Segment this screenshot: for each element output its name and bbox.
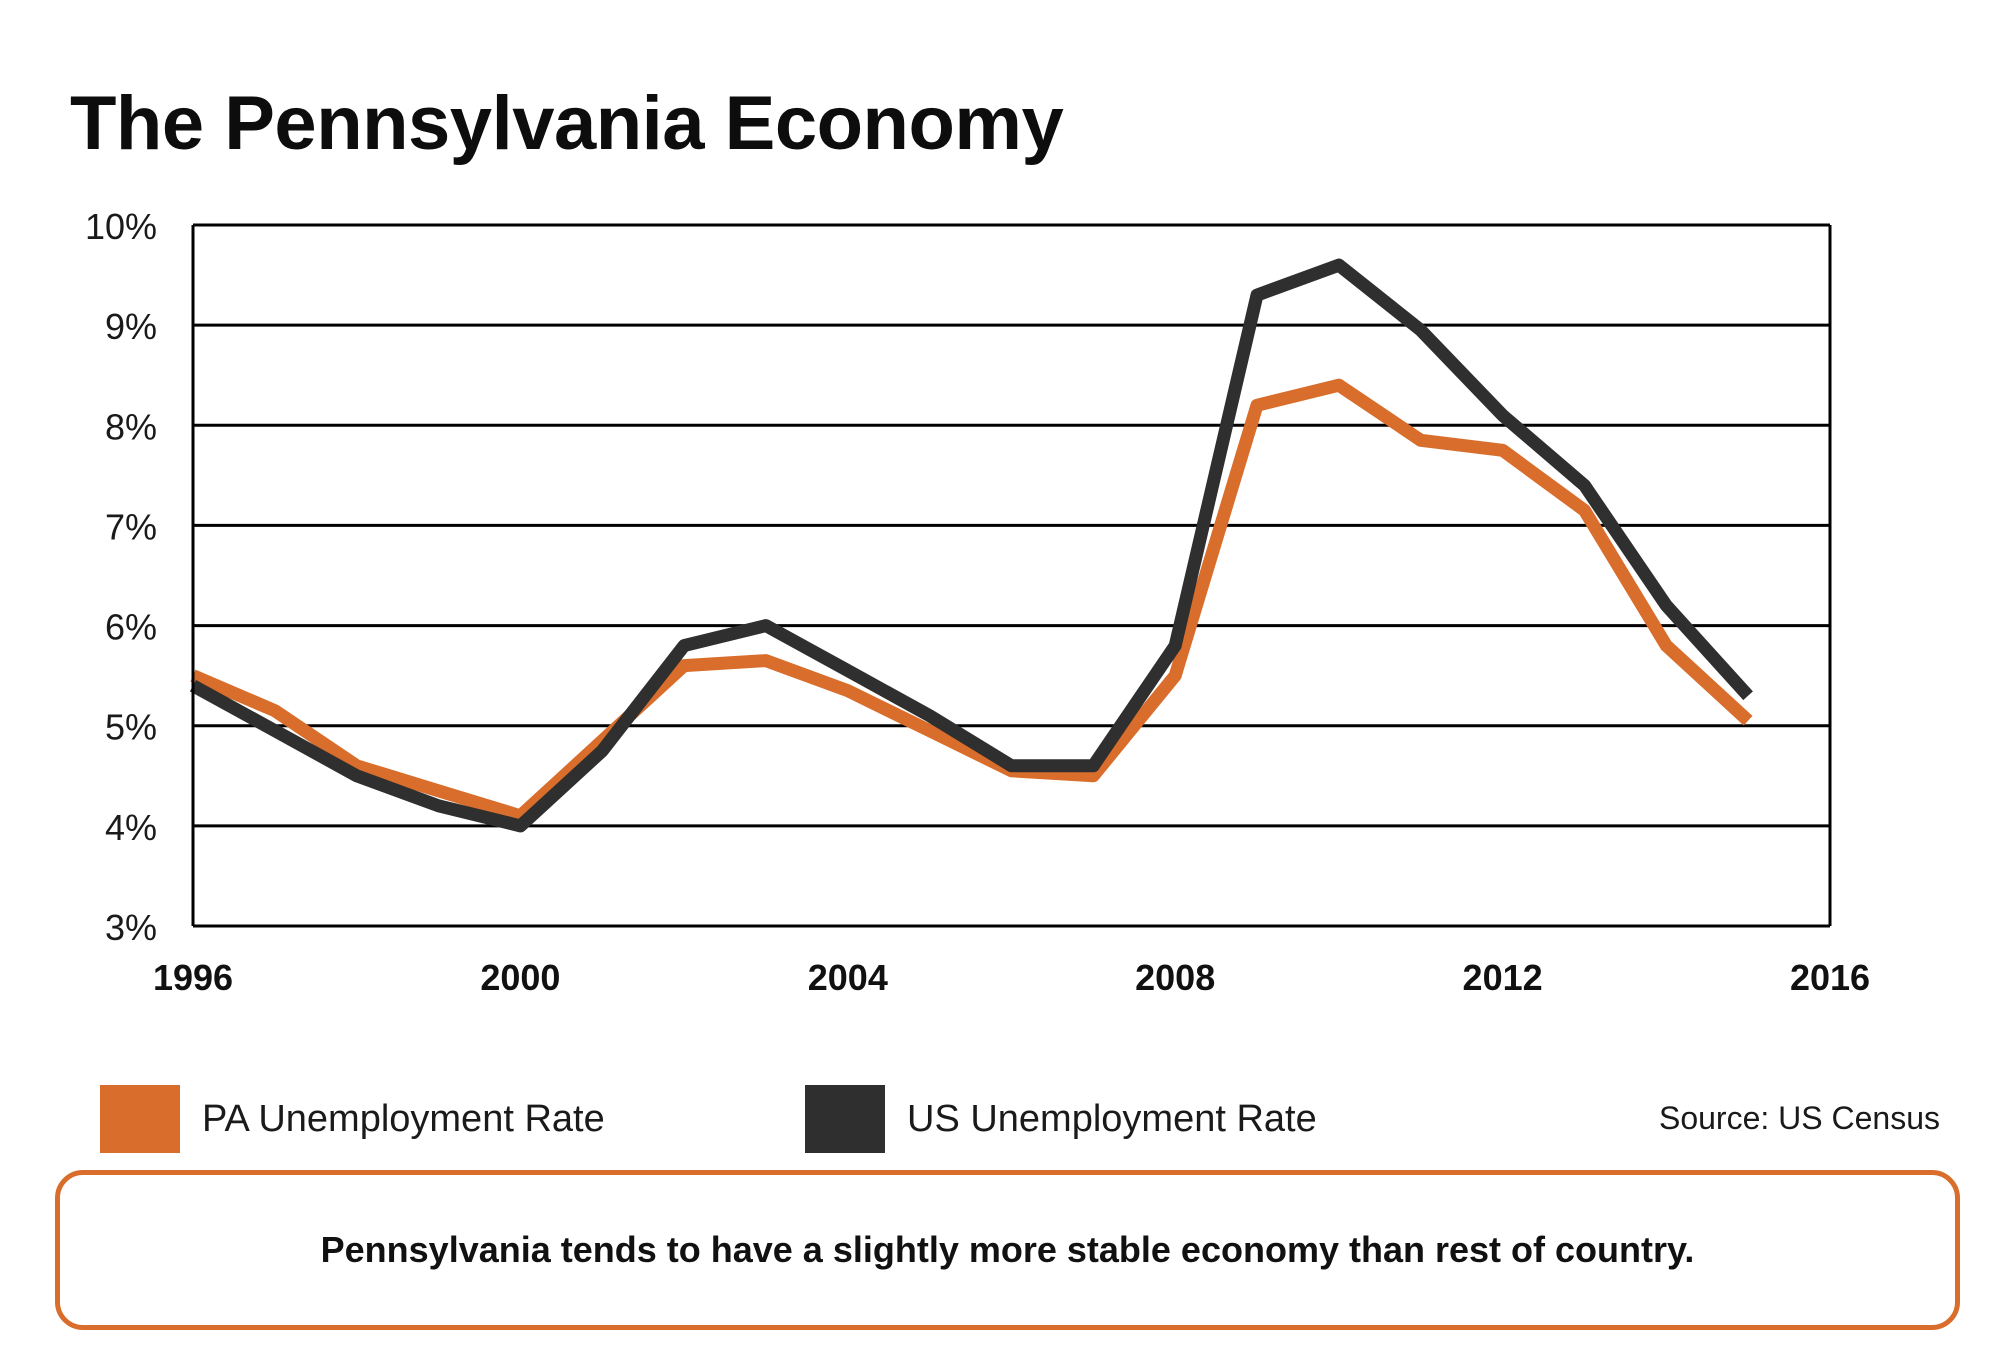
- source-note: Source: US Census: [1658, 1100, 1940, 1136]
- y-tick-label: 10%: [85, 206, 157, 247]
- y-tick-label: 8%: [105, 406, 157, 447]
- y-tick-label: 4%: [105, 807, 157, 848]
- callout-text: Pennsylvania tends to have a slightly mo…: [320, 1229, 1695, 1270]
- legend-item-pa: PA Unemployment Rate: [100, 1085, 605, 1153]
- legend-item-us: US Unemployment Rate: [805, 1085, 1317, 1153]
- x-tick-label: 1996: [153, 957, 233, 998]
- x-tick-label: 2008: [1135, 957, 1215, 998]
- y-tick-label: 6%: [105, 607, 157, 648]
- page-title: The Pennsylvania Economy: [70, 81, 1064, 166]
- x-tick-label: 2012: [1463, 957, 1543, 998]
- x-tick-label: 2000: [480, 957, 560, 998]
- x-tick-label: 2004: [808, 957, 888, 998]
- y-tick-label: 9%: [105, 306, 157, 347]
- legend-swatch-us: [805, 1085, 885, 1153]
- grid-lines: [193, 223, 1830, 928]
- y-tick-label: 3%: [105, 907, 157, 948]
- plot-frame: [191, 225, 1832, 928]
- legend-label-pa: PA Unemployment Rate: [202, 1097, 605, 1140]
- y-tick-label: 5%: [105, 707, 157, 748]
- series-line-pa: [190, 378, 1753, 823]
- y-tick-label: 7%: [105, 506, 157, 547]
- legend-label-us: US Unemployment Rate: [907, 1097, 1317, 1140]
- series-line-us: [189, 258, 1753, 833]
- callout-box: Pennsylvania tends to have a slightly mo…: [55, 1170, 1960, 1330]
- y-axis-ticks: 3% 4% 5% 6% 7% 8% 9% 10%: [85, 206, 157, 948]
- series-lines: [189, 258, 1753, 833]
- x-axis-ticks: 1996 2000 2004 2008 2012 2016: [153, 957, 1870, 998]
- legend-swatch-pa: [100, 1085, 180, 1153]
- x-tick-label: 2016: [1790, 957, 1870, 998]
